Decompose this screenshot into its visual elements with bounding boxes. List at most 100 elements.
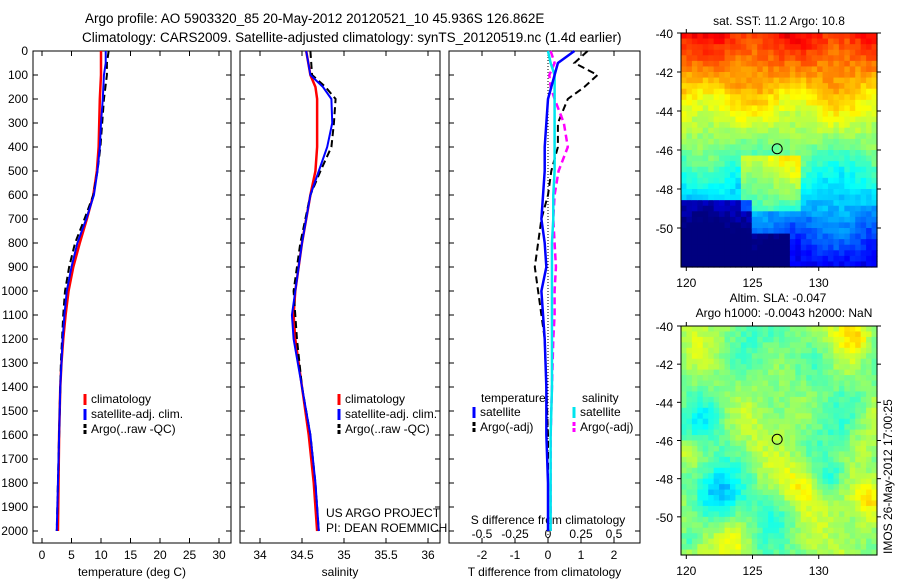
map-cell — [691, 336, 698, 343]
map-cell — [762, 495, 769, 502]
map-cell — [828, 347, 835, 354]
map-cell — [757, 250, 764, 257]
map-cell — [789, 222, 796, 229]
map-cell — [833, 99, 840, 107]
map-cell — [724, 418, 731, 425]
map-cell — [773, 99, 780, 107]
map-cell — [724, 72, 731, 79]
map-cell — [773, 527, 780, 534]
map-cell — [768, 413, 775, 420]
map-cell — [708, 418, 715, 425]
map-cell — [724, 255, 731, 263]
map-cell — [860, 116, 867, 123]
map-cell — [795, 250, 802, 257]
map-cell — [708, 522, 715, 529]
map-cell — [724, 99, 731, 107]
map-cell — [713, 161, 720, 168]
map-cell — [724, 413, 731, 420]
map-cell — [691, 385, 698, 393]
map-cell — [800, 451, 807, 458]
map-cell — [691, 244, 698, 251]
map-cell — [828, 99, 835, 107]
map-cell — [740, 358, 747, 365]
map-cell — [686, 255, 693, 263]
map-cell — [833, 369, 840, 376]
map-cell — [757, 478, 764, 485]
y-tick-label: 1400 — [1, 380, 28, 394]
map-cell — [784, 505, 791, 512]
map-cell — [751, 172, 758, 179]
map-cell — [855, 172, 862, 179]
map-cell — [855, 155, 862, 162]
map-cell — [730, 522, 737, 529]
map-cell — [844, 194, 851, 201]
map-cell — [866, 94, 873, 101]
map-cell — [817, 200, 824, 207]
map-cell — [800, 77, 807, 84]
map-cell — [849, 445, 856, 453]
map-cell — [844, 445, 851, 453]
map-cell — [822, 516, 829, 523]
map-cell — [828, 244, 835, 251]
map-cell — [762, 413, 769, 420]
map-cell — [811, 331, 818, 338]
map-cell — [822, 369, 829, 376]
map-cell — [844, 105, 851, 112]
x-tick-label: 34 — [253, 548, 267, 562]
map-cell — [779, 484, 786, 491]
map-cell — [871, 116, 878, 123]
map-cell — [822, 183, 829, 190]
map-cell — [779, 99, 786, 107]
map-cell — [806, 261, 813, 268]
map-cell — [838, 549, 845, 556]
map-cell — [828, 66, 835, 73]
map-cell — [817, 500, 824, 507]
map-cell — [697, 216, 704, 224]
map-cell — [855, 467, 862, 474]
map-cell — [849, 440, 856, 447]
map-cell — [724, 177, 731, 185]
map-cell — [708, 456, 715, 463]
map-cell — [800, 533, 807, 540]
map-cell — [681, 538, 688, 545]
map-cell — [724, 144, 731, 151]
map-cell — [708, 407, 715, 414]
map-cell — [724, 122, 731, 129]
map-cell — [866, 255, 873, 263]
map-cell — [849, 424, 856, 431]
map-cell — [768, 228, 775, 235]
map-cell — [800, 138, 807, 146]
map-cell — [691, 511, 698, 518]
map-cell — [773, 495, 780, 502]
map-cell — [773, 445, 780, 453]
map-cell — [735, 116, 742, 123]
map-cell — [708, 435, 715, 442]
map-cell — [811, 549, 818, 556]
map-cell — [735, 205, 742, 212]
map-cell — [708, 228, 715, 235]
map-cell — [708, 216, 715, 224]
map-cell — [779, 244, 786, 251]
map-cell — [779, 451, 786, 458]
map-cell — [817, 380, 824, 387]
map-cell — [724, 150, 731, 157]
map-cell — [844, 255, 851, 263]
map-cell — [849, 244, 856, 251]
map-cell — [762, 369, 769, 376]
map-cell — [822, 451, 829, 458]
map-cell — [855, 244, 862, 251]
map-cell — [751, 44, 758, 51]
map-cell — [691, 402, 698, 409]
map-cell — [855, 228, 862, 235]
map-cell — [789, 522, 796, 529]
map-cell — [713, 435, 720, 442]
map-cell — [724, 38, 731, 45]
map-cell — [757, 244, 764, 251]
map-cell — [833, 261, 840, 268]
map-cell — [686, 467, 693, 474]
map-cell — [730, 33, 737, 40]
map-cell — [779, 88, 786, 95]
map-cell — [681, 94, 688, 101]
map-cell — [691, 369, 698, 376]
map-cell — [822, 88, 829, 95]
